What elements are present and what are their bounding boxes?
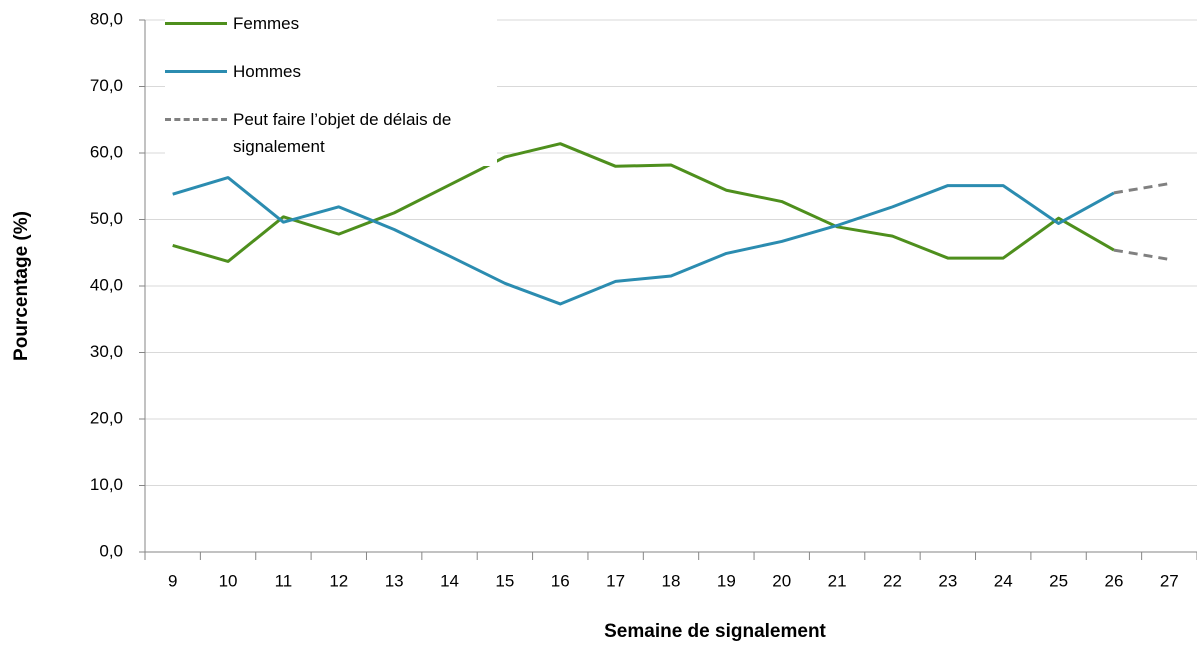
y-tick-label: 60,0	[90, 142, 123, 161]
legend: Femmes Hommes Peut faire l’objet de délais…	[165, 0, 497, 166]
series-line	[172, 176, 1115, 306]
x-tick-label: 27	[1160, 571, 1179, 590]
x-tick-label: 21	[828, 571, 847, 590]
legend-item: Hommes	[165, 58, 495, 85]
series-line-dashed	[1113, 182, 1170, 195]
y-tick-label: 0,0	[99, 541, 123, 560]
x-axis-title: Semaine de signalement	[604, 621, 826, 642]
x-tick-label: 22	[883, 571, 902, 590]
x-tick-label: 12	[329, 571, 348, 590]
y-tick-label: 40,0	[90, 275, 123, 294]
legend-swatch	[165, 22, 227, 25]
y-tick-label: 70,0	[90, 76, 123, 95]
y-tick-label: 10,0	[90, 475, 123, 494]
x-tick-label: 26	[1104, 571, 1123, 590]
x-tick-label: 24	[994, 571, 1013, 590]
x-tick-label: 13	[385, 571, 404, 590]
y-tick-label: 50,0	[90, 209, 123, 228]
legend-swatch	[165, 70, 227, 73]
x-tick-label: 16	[551, 571, 570, 590]
legend-item: Peut faire l’objet de délais de signalem…	[165, 106, 495, 160]
legend-swatch	[165, 118, 227, 121]
legend-label: Peut faire l’objet de délais de signalem…	[233, 110, 452, 156]
x-tick-label: 11	[275, 571, 293, 590]
x-tick-label: 10	[219, 571, 238, 590]
y-axis-title: Pourcentage (%)	[11, 211, 32, 361]
x-tick-label: 17	[606, 571, 625, 590]
x-tick-label: 18	[662, 571, 681, 590]
x-tick-label: 14	[440, 571, 459, 590]
y-tick-label: 30,0	[90, 342, 123, 361]
x-tick-label: 20	[772, 571, 791, 590]
series-line-dashed	[1113, 248, 1170, 261]
x-tick-label: 25	[1049, 571, 1068, 590]
y-tick-label: 20,0	[90, 408, 123, 427]
legend-item: Femmes	[165, 10, 495, 37]
legend-label: Hommes	[233, 62, 302, 81]
series-line	[172, 142, 1115, 263]
x-tick-label: 15	[495, 571, 514, 590]
legend-label: Femmes	[233, 14, 300, 33]
y-tick-label: 80,0	[90, 9, 123, 28]
x-tick-label: 19	[717, 571, 736, 590]
x-tick-label: 9	[168, 571, 177, 590]
x-tick-label: 23	[938, 571, 957, 590]
